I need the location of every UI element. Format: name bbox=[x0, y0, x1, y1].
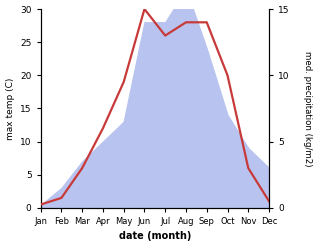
Y-axis label: max temp (C): max temp (C) bbox=[5, 77, 15, 140]
Y-axis label: med. precipitation (kg/m2): med. precipitation (kg/m2) bbox=[303, 51, 313, 166]
X-axis label: date (month): date (month) bbox=[119, 231, 191, 242]
